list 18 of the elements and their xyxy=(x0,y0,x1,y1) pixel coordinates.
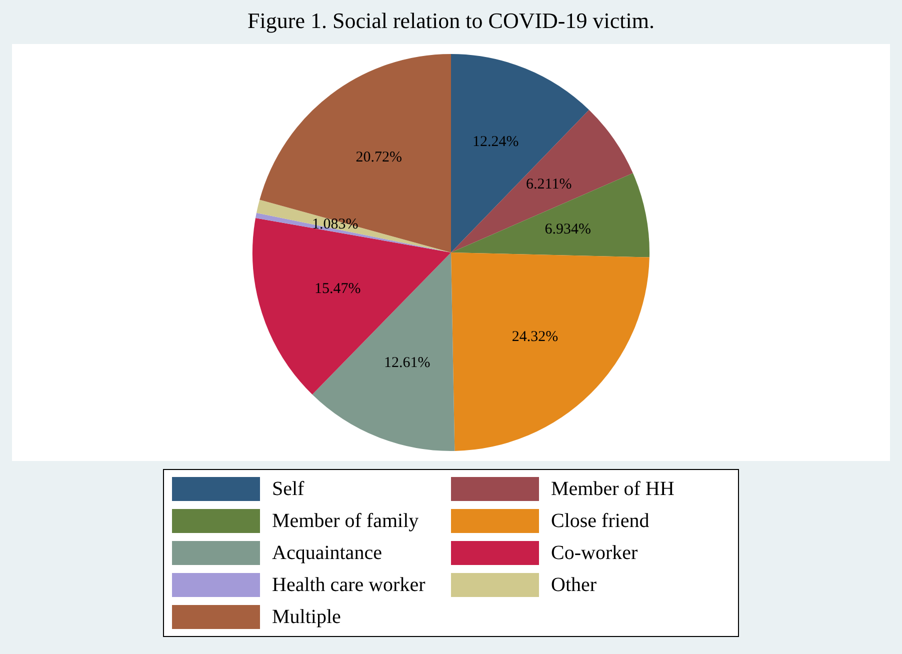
data-label: 12.61% xyxy=(384,355,430,372)
legend-label: Health care worker xyxy=(272,574,426,596)
data-label: 1.083% xyxy=(312,216,358,233)
data-label: 24.32% xyxy=(512,328,558,345)
legend-label: Other xyxy=(551,574,597,596)
legend-label: Member of family xyxy=(272,510,419,532)
legend-label: Member of HH xyxy=(551,478,674,500)
legend-label: Multiple xyxy=(272,606,341,628)
data-label: 6.934% xyxy=(544,222,591,238)
data-label: 20.72% xyxy=(356,150,402,166)
legend-label: Self xyxy=(272,478,304,500)
legend-label: Co-worker xyxy=(551,542,638,564)
data-label: 6.211% xyxy=(526,176,572,193)
chart-title: Figure 1. Social relation to COVID-19 victim. xyxy=(246,8,656,35)
data-label: 12.24% xyxy=(472,134,519,150)
legend-label: Close friend xyxy=(551,510,650,532)
data-label: 15.47% xyxy=(314,280,361,297)
legend-label: Acquaintance xyxy=(272,542,382,564)
